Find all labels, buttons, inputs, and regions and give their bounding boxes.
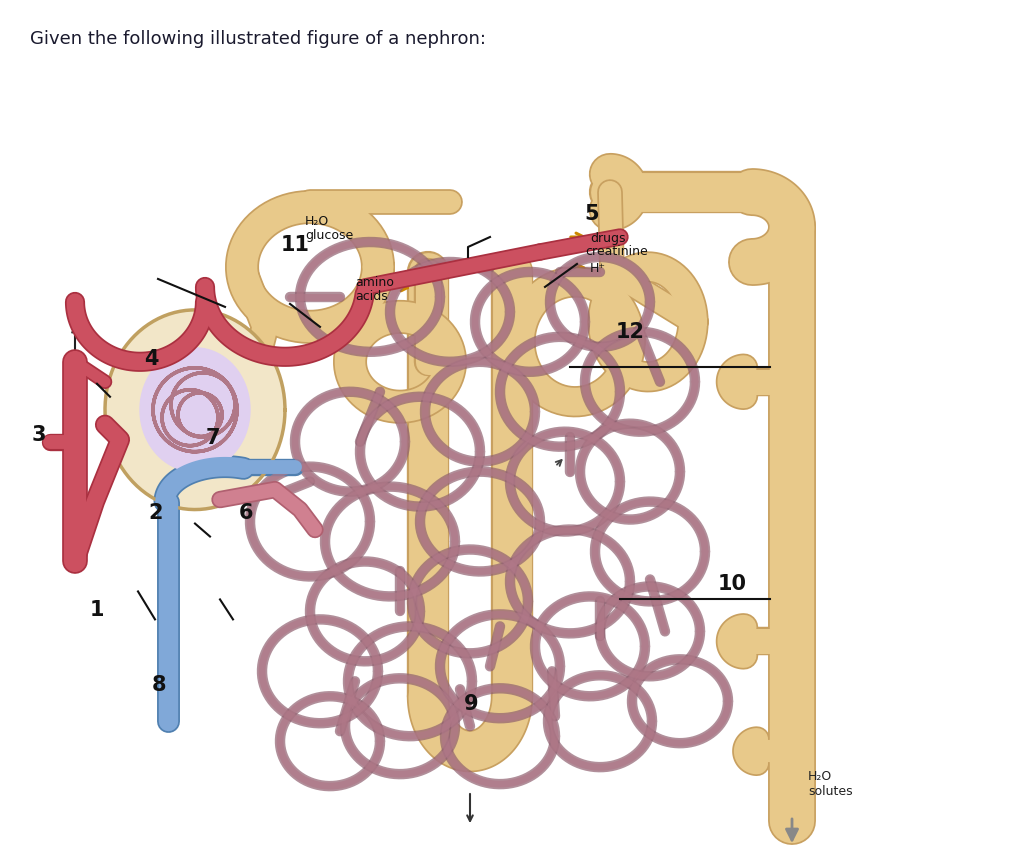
Text: H₂O
solutes: H₂O solutes bbox=[808, 769, 853, 797]
Text: Given the following illustrated figure of a nephron:: Given the following illustrated figure o… bbox=[31, 30, 486, 48]
Text: 3: 3 bbox=[32, 424, 46, 444]
Text: 9: 9 bbox=[464, 693, 478, 714]
Text: 2: 2 bbox=[148, 502, 163, 522]
Text: H₂O: H₂O bbox=[305, 214, 330, 227]
Text: acids: acids bbox=[355, 290, 388, 303]
Text: 12: 12 bbox=[615, 322, 644, 342]
Text: 8: 8 bbox=[152, 674, 166, 694]
Text: 10: 10 bbox=[718, 573, 746, 594]
Text: H⁺: H⁺ bbox=[590, 262, 606, 276]
Text: 6: 6 bbox=[239, 502, 253, 522]
Text: amino: amino bbox=[355, 276, 394, 289]
Text: 5: 5 bbox=[585, 203, 599, 223]
Polygon shape bbox=[105, 311, 285, 510]
Text: creatinine: creatinine bbox=[585, 245, 648, 258]
Text: 11: 11 bbox=[281, 235, 309, 255]
Text: 7: 7 bbox=[206, 427, 220, 447]
Text: drugs: drugs bbox=[590, 232, 626, 245]
Text: 4: 4 bbox=[144, 349, 159, 369]
Polygon shape bbox=[140, 349, 250, 472]
Text: 1: 1 bbox=[90, 599, 104, 619]
Text: glucose: glucose bbox=[305, 228, 353, 241]
